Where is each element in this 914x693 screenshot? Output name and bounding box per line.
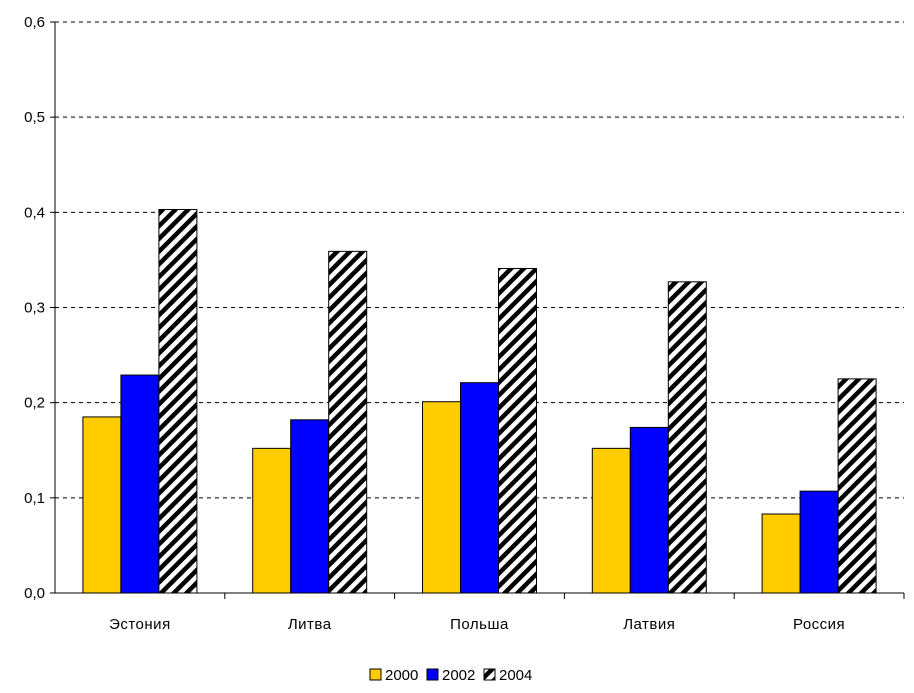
x-tick-label: Эстония <box>109 616 171 633</box>
legend-swatch-2004 <box>483 668 496 681</box>
bar-2004-0 <box>158 208 198 594</box>
legend-label-2004: 2004 <box>499 667 532 684</box>
bar-2000-4 <box>761 513 801 594</box>
y-tick-label: 0,3 <box>24 300 45 317</box>
y-tick-label: 0,6 <box>24 14 45 31</box>
tick-labels: 0,0 0,1 0,2 0,3 0,4 0,5 0,6 Эстония Литва Польша Л… <box>24 14 845 633</box>
bar-2002-0 <box>120 374 160 594</box>
bar-2004-4 <box>837 378 877 594</box>
bar-2000-3 <box>591 447 631 594</box>
x-tick-label: Литва <box>288 616 332 633</box>
legend-label-2002: 2002 <box>442 667 475 684</box>
bar-2000-0 <box>82 416 122 594</box>
bars <box>82 208 877 594</box>
bar-2002-1 <box>290 419 330 594</box>
bar-2004-1 <box>328 250 368 594</box>
y-tick-label: 0,5 <box>24 109 45 126</box>
y-tick-label: 0,1 <box>24 490 45 507</box>
legend-swatch-2002 <box>426 668 439 681</box>
x-tick-label: Латвия <box>623 616 675 633</box>
legend-label-2000: 2000 <box>385 667 418 684</box>
y-tick-label: 0,2 <box>24 395 45 412</box>
x-tick-label: Польша <box>450 616 509 633</box>
bar-2004-3 <box>667 281 707 594</box>
bar-2002-2 <box>460 382 499 594</box>
bar-2002-3 <box>629 426 669 594</box>
bar-2000-1 <box>252 447 292 594</box>
bar-2000-2 <box>422 401 461 594</box>
legend: 2000 2002 2004 <box>369 667 532 684</box>
legend-swatch-2000 <box>369 668 382 681</box>
bar-2004-2 <box>498 267 537 594</box>
y-tick-label: 0,0 <box>24 585 45 602</box>
bar-2002-4 <box>799 490 839 594</box>
y-tick-label: 0,4 <box>24 204 45 221</box>
x-tick-label: Россия <box>793 616 845 633</box>
